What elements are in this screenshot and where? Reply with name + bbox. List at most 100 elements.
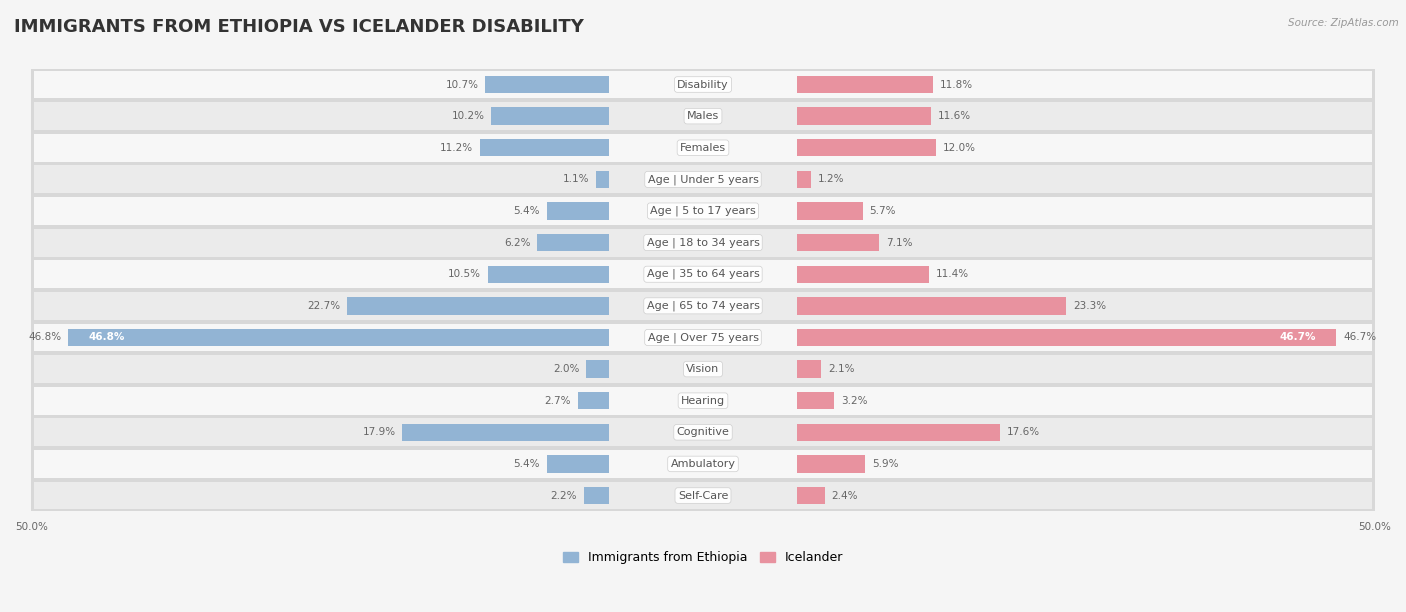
Text: 5.4%: 5.4% <box>513 206 540 216</box>
Bar <box>31 480 1375 512</box>
Bar <box>34 70 1372 99</box>
Text: Age | 35 to 64 years: Age | 35 to 64 years <box>647 269 759 280</box>
Bar <box>596 171 609 188</box>
Text: Age | Over 75 years: Age | Over 75 years <box>648 332 758 343</box>
Bar <box>31 163 1375 195</box>
Bar <box>31 69 1375 100</box>
Bar <box>485 76 609 93</box>
Text: 7.1%: 7.1% <box>886 237 912 248</box>
Text: Source: ZipAtlas.com: Source: ZipAtlas.com <box>1288 18 1399 28</box>
Bar <box>797 234 879 252</box>
Bar <box>479 139 609 157</box>
Bar <box>797 329 1337 346</box>
Bar <box>797 455 865 472</box>
Bar <box>797 108 931 125</box>
Text: Self-Care: Self-Care <box>678 491 728 501</box>
Bar <box>69 329 609 346</box>
Text: 11.4%: 11.4% <box>935 269 969 279</box>
Bar <box>797 297 1066 315</box>
Text: 2.1%: 2.1% <box>828 364 855 374</box>
Text: 17.9%: 17.9% <box>363 427 395 438</box>
Text: 5.9%: 5.9% <box>872 459 898 469</box>
Text: 3.2%: 3.2% <box>841 396 868 406</box>
Bar <box>34 355 1372 383</box>
Bar <box>31 322 1375 353</box>
Text: Hearing: Hearing <box>681 396 725 406</box>
Bar <box>347 297 609 315</box>
Text: 11.8%: 11.8% <box>941 80 973 89</box>
Bar <box>34 229 1372 256</box>
Text: 2.2%: 2.2% <box>550 491 576 501</box>
Bar <box>488 266 609 283</box>
Legend: Immigrants from Ethiopia, Icelander: Immigrants from Ethiopia, Icelander <box>562 551 844 564</box>
Text: 46.7%: 46.7% <box>1343 332 1376 343</box>
Bar <box>31 132 1375 163</box>
Text: 10.2%: 10.2% <box>451 111 485 121</box>
Text: Age | 18 to 34 years: Age | 18 to 34 years <box>647 237 759 248</box>
Text: 10.5%: 10.5% <box>449 269 481 279</box>
Bar <box>402 424 609 441</box>
Text: 46.7%: 46.7% <box>1279 332 1316 343</box>
Bar <box>583 487 609 504</box>
Bar <box>578 392 609 409</box>
Bar <box>586 360 609 378</box>
Bar <box>797 139 935 157</box>
Bar <box>797 171 811 188</box>
Bar <box>34 450 1372 478</box>
Bar <box>797 487 825 504</box>
Text: Age | 5 to 17 years: Age | 5 to 17 years <box>650 206 756 216</box>
Bar <box>34 165 1372 193</box>
Text: 5.4%: 5.4% <box>513 459 540 469</box>
Bar <box>31 195 1375 227</box>
Bar <box>797 203 863 220</box>
Text: Age | Under 5 years: Age | Under 5 years <box>648 174 758 185</box>
Bar <box>34 387 1372 414</box>
Bar <box>31 448 1375 480</box>
Bar <box>34 260 1372 288</box>
Text: 23.3%: 23.3% <box>1073 301 1107 311</box>
Text: 2.0%: 2.0% <box>553 364 579 374</box>
Text: 10.7%: 10.7% <box>446 80 478 89</box>
Bar <box>547 203 609 220</box>
Bar <box>797 360 821 378</box>
Bar <box>797 76 934 93</box>
Bar <box>31 100 1375 132</box>
Bar <box>31 258 1375 290</box>
Bar <box>34 482 1372 509</box>
Text: Females: Females <box>681 143 725 153</box>
Bar <box>34 134 1372 162</box>
Bar <box>31 417 1375 448</box>
Text: Males: Males <box>688 111 718 121</box>
Bar <box>797 392 834 409</box>
Bar <box>537 234 609 252</box>
Bar <box>34 292 1372 319</box>
Bar <box>34 197 1372 225</box>
Text: 2.7%: 2.7% <box>544 396 571 406</box>
Bar <box>797 424 1000 441</box>
Text: Disability: Disability <box>678 80 728 89</box>
Text: 17.6%: 17.6% <box>1007 427 1040 438</box>
Text: 46.8%: 46.8% <box>28 332 62 343</box>
Bar <box>34 324 1372 351</box>
Text: 6.2%: 6.2% <box>505 237 530 248</box>
Text: 2.4%: 2.4% <box>831 491 858 501</box>
Text: Cognitive: Cognitive <box>676 427 730 438</box>
Text: 1.2%: 1.2% <box>818 174 844 184</box>
Bar <box>34 102 1372 130</box>
Text: Ambulatory: Ambulatory <box>671 459 735 469</box>
Text: 11.6%: 11.6% <box>938 111 972 121</box>
Text: 1.1%: 1.1% <box>562 174 589 184</box>
Bar <box>31 385 1375 417</box>
Bar <box>547 455 609 472</box>
Bar <box>31 353 1375 385</box>
Bar <box>34 419 1372 446</box>
Bar <box>491 108 609 125</box>
Bar <box>31 290 1375 322</box>
Text: 12.0%: 12.0% <box>942 143 976 153</box>
Text: IMMIGRANTS FROM ETHIOPIA VS ICELANDER DISABILITY: IMMIGRANTS FROM ETHIOPIA VS ICELANDER DI… <box>14 18 583 36</box>
Text: 5.7%: 5.7% <box>869 206 896 216</box>
Text: 11.2%: 11.2% <box>440 143 472 153</box>
Bar <box>797 266 929 283</box>
Text: 22.7%: 22.7% <box>307 301 340 311</box>
Bar <box>31 227 1375 258</box>
